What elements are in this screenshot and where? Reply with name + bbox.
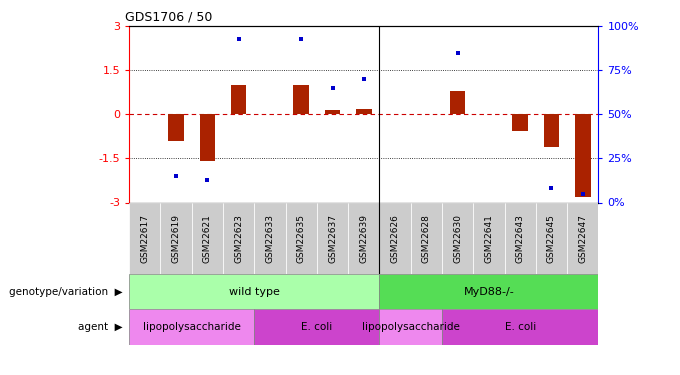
Bar <box>324 110 340 114</box>
Text: GSM22641: GSM22641 <box>484 214 494 262</box>
Text: GSM22633: GSM22633 <box>265 214 275 262</box>
Bar <box>379 202 411 274</box>
Text: GSM22628: GSM22628 <box>422 214 431 262</box>
Text: E. coli: E. coli <box>505 322 536 332</box>
Text: E. coli: E. coli <box>301 322 333 332</box>
Bar <box>449 91 465 114</box>
Bar <box>379 309 442 345</box>
Bar <box>160 202 192 274</box>
Bar <box>223 202 254 274</box>
Bar <box>254 309 379 345</box>
Bar <box>567 202 598 274</box>
Text: genotype/variation  ▶: genotype/variation ▶ <box>9 286 122 297</box>
Text: GDS1706 / 50: GDS1706 / 50 <box>124 11 212 24</box>
Text: MyD88-/-: MyD88-/- <box>464 286 514 297</box>
Bar <box>411 202 442 274</box>
Bar <box>473 202 505 274</box>
Text: GSM22626: GSM22626 <box>390 214 400 262</box>
Bar <box>379 274 598 309</box>
Text: agent  ▶: agent ▶ <box>78 322 122 332</box>
Text: lipopolysaccharide: lipopolysaccharide <box>143 322 241 332</box>
Bar <box>129 202 160 274</box>
Text: GSM22617: GSM22617 <box>140 214 150 262</box>
Bar <box>129 274 379 309</box>
Bar <box>505 202 536 274</box>
Text: wild type: wild type <box>229 286 279 297</box>
Text: lipopolysaccharide: lipopolysaccharide <box>362 322 460 332</box>
Text: GSM22630: GSM22630 <box>453 214 462 262</box>
Text: GSM22643: GSM22643 <box>515 214 525 262</box>
Bar <box>129 309 254 345</box>
Text: GSM22619: GSM22619 <box>171 214 181 262</box>
Bar <box>192 202 223 274</box>
Bar <box>356 108 371 114</box>
Bar <box>286 202 317 274</box>
Text: GSM22637: GSM22637 <box>328 214 337 262</box>
Bar <box>575 114 590 196</box>
Text: GSM22621: GSM22621 <box>203 214 212 262</box>
Bar <box>254 202 286 274</box>
Bar <box>536 202 567 274</box>
Bar <box>512 114 528 130</box>
Text: GSM22635: GSM22635 <box>296 214 306 262</box>
Bar <box>168 114 184 141</box>
Bar <box>231 85 246 114</box>
Bar <box>348 202 379 274</box>
Text: GSM22623: GSM22623 <box>234 214 243 262</box>
Bar <box>200 114 215 161</box>
Text: GSM22647: GSM22647 <box>578 214 588 262</box>
Text: GSM22645: GSM22645 <box>547 214 556 262</box>
Bar <box>442 309 598 345</box>
Bar <box>442 202 473 274</box>
Bar <box>293 85 309 114</box>
Bar <box>544 114 559 147</box>
Text: GSM22639: GSM22639 <box>359 214 369 262</box>
Bar <box>317 202 348 274</box>
